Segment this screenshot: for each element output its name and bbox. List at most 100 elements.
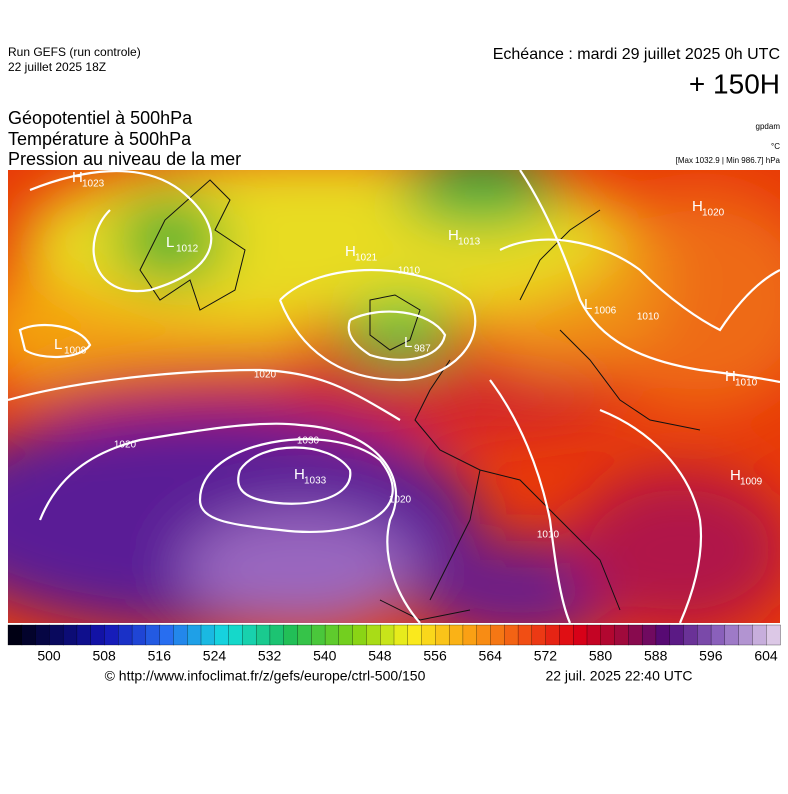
color-swatch <box>311 624 326 646</box>
color-swatch <box>586 624 602 646</box>
color-swatch <box>214 624 230 646</box>
colorbar-tick-label: 604 <box>754 648 778 664</box>
color-swatch <box>641 624 657 646</box>
color-swatch <box>462 624 478 646</box>
center-value: 1013 <box>458 237 481 248</box>
center-symbol: H <box>725 368 736 385</box>
center-value: 1010 <box>735 378 758 389</box>
isobar-label: 1010 <box>398 266 421 277</box>
unit: gpdam <box>756 122 781 131</box>
center-value: 1009 <box>740 477 763 488</box>
color-swatch <box>448 624 464 646</box>
color-swatch <box>710 624 726 646</box>
color-swatch <box>655 624 671 646</box>
color-swatch <box>62 624 78 646</box>
colorbar-tick-label: 572 <box>534 648 558 664</box>
color-swatch <box>269 624 285 646</box>
color-swatch <box>476 624 492 646</box>
colorbar-tick-label: 564 <box>479 648 503 664</box>
center-value: 1033 <box>304 476 327 487</box>
color-swatch <box>697 624 712 646</box>
center-value: 1021 <box>355 253 378 264</box>
color-swatch <box>393 624 409 646</box>
center-value: 1012 <box>176 244 199 255</box>
field-title: Température à 500hPa <box>8 129 192 149</box>
isobar-label: 1020 <box>114 440 137 451</box>
isobar-label: 1010 <box>537 530 560 541</box>
center-symbol: H <box>448 227 459 244</box>
colorbar-tick-label: 508 <box>92 648 116 664</box>
color-swatch <box>600 624 616 646</box>
color-swatch <box>104 624 119 646</box>
center-value: 1008 <box>64 346 87 357</box>
colorbar-tick-label: 588 <box>644 648 668 664</box>
color-swatch <box>187 624 202 646</box>
center-symbol: H <box>730 467 741 484</box>
color-swatch <box>504 624 519 646</box>
center-symbol: L <box>54 336 62 353</box>
color-swatch <box>628 624 643 646</box>
color-swatch <box>738 624 754 646</box>
colorbar-tick-label: 548 <box>368 648 392 664</box>
color-swatch <box>573 624 588 646</box>
unit: °C <box>771 142 780 151</box>
center-value: 987 <box>414 344 431 355</box>
color-swatch <box>752 624 767 646</box>
color-swatch <box>766 624 781 646</box>
color-swatch <box>380 624 395 646</box>
color-swatch <box>283 624 299 646</box>
color-swatch <box>366 624 381 646</box>
color-swatch <box>297 624 312 646</box>
color-swatch <box>49 624 64 646</box>
color-swatch <box>669 624 685 646</box>
color-swatch <box>159 624 175 646</box>
color-swatch <box>338 624 354 646</box>
color-swatch <box>435 624 450 646</box>
colorbar-tick-label: 580 <box>589 648 613 664</box>
center-symbol: L <box>166 234 174 251</box>
colorbar-tick-label: 556 <box>423 648 447 664</box>
color-swatch <box>352 624 368 646</box>
colorbar-tick-label: 516 <box>148 648 172 664</box>
color-swatch <box>531 624 547 646</box>
valid-time: Echéance : mardi 29 juillet 2025 0h UTC <box>493 46 780 63</box>
field-title: Pression au niveau de la mer <box>8 149 241 169</box>
color-swatch <box>90 624 106 646</box>
center-value: 1006 <box>594 306 617 317</box>
isobar-label: 1010 <box>637 312 660 323</box>
colorbar-tick-label: 596 <box>699 648 723 664</box>
color-swatch <box>200 624 216 646</box>
colorbar-tick-label: 540 <box>313 648 337 664</box>
color-swatch <box>145 624 161 646</box>
center-symbol: L <box>584 296 592 313</box>
field-title: Géopotentiel à 500hPa <box>8 108 193 128</box>
extremes: [Max 1032.9 | Min 986.7] hPa <box>676 156 781 165</box>
run-date: 22 juillet 2025 18Z <box>8 60 106 74</box>
colorbar: 500 508 516 524 532 540 548 556 564 572 580 588 596 6… <box>7 624 781 664</box>
color-swatch <box>255 624 271 646</box>
color-swatch <box>228 624 244 646</box>
color-swatch <box>131 624 147 646</box>
map <box>8 170 780 623</box>
color-swatch <box>490 624 505 646</box>
colorbar-tick-label: 532 <box>258 648 282 664</box>
color-swatch <box>683 624 698 646</box>
isobar-label: 1020 <box>254 370 277 381</box>
color-swatch <box>407 624 423 646</box>
center-symbol: H <box>294 466 305 483</box>
color-swatch <box>173 624 188 646</box>
center-symbol: H <box>345 243 356 260</box>
color-swatch <box>517 624 533 646</box>
color-swatch <box>35 624 51 646</box>
colorbar-tick-label: 500 <box>37 648 61 664</box>
color-swatch <box>545 624 561 646</box>
run-label: Run GEFS (run controle) <box>8 45 141 59</box>
center-symbol: H <box>72 169 83 186</box>
source: © http://www.infoclimat.fr/z/gefs/europe… <box>105 668 426 684</box>
isobar-label: 1020 <box>389 495 412 506</box>
isobar-label: 1030 <box>297 436 320 447</box>
color-swatch <box>242 624 257 646</box>
center-symbol: L <box>404 334 412 351</box>
color-swatch <box>421 624 437 646</box>
